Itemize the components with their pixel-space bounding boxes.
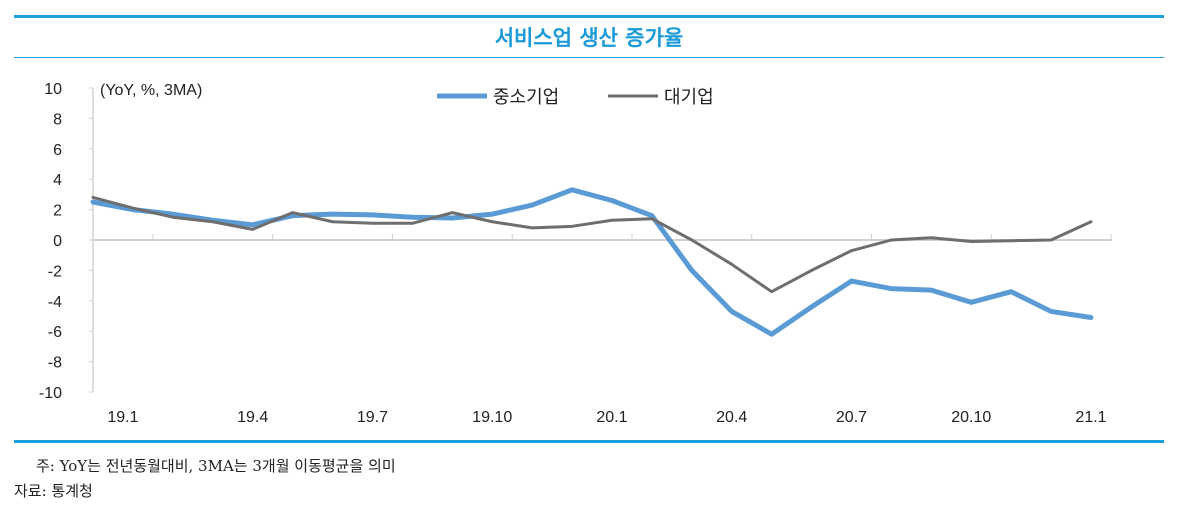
unit-label: (YoY, %, 3MA) xyxy=(100,82,202,99)
y-tick-label: -4 xyxy=(48,294,62,311)
x-tick-label: 19.1 xyxy=(107,409,138,426)
y-tick-label: 4 xyxy=(53,172,62,189)
y-tick-label: -10 xyxy=(39,385,62,402)
y-tick-label: 6 xyxy=(53,142,62,159)
y-tick-label: 10 xyxy=(44,81,62,98)
y-tick-label: 0 xyxy=(53,233,62,250)
y-tick-label: -2 xyxy=(48,263,62,280)
y-tick-label: -6 xyxy=(48,324,62,341)
x-tick-label: 21.1 xyxy=(1075,409,1106,426)
y-tick-label: 8 xyxy=(53,111,62,128)
legend-label: 대기업 xyxy=(664,87,714,108)
x-tick-label: 19.7 xyxy=(357,409,388,426)
series-line-large xyxy=(91,195,1093,294)
top-rule xyxy=(14,15,1164,18)
chart-title: 서비스업 생산 증가율 xyxy=(494,26,684,50)
y-tick-label: 2 xyxy=(53,203,62,220)
title-rule xyxy=(14,57,1164,58)
x-tick-label: 20.1 xyxy=(596,409,627,426)
x-tick-label: 20.7 xyxy=(836,409,867,426)
legend-label: 중소기업 xyxy=(493,87,559,108)
x-tick-label: 19.4 xyxy=(237,409,268,426)
series-line-sme xyxy=(90,187,1094,337)
y-tick-label: -8 xyxy=(48,355,62,372)
x-tick-label: 19.10 xyxy=(472,409,512,426)
source-note: 자료: 통계청 xyxy=(14,482,93,500)
bottom-rule xyxy=(14,440,1164,443)
x-tick-label: 20.4 xyxy=(716,409,747,426)
x-tick-label: 20.10 xyxy=(951,409,991,426)
footnote: 주: YoY는 전년동월대비, 3MA는 3개월 이동평균을 의미 xyxy=(36,457,396,475)
line-chart: 10 8 6 4 2 0 -2 -4 -6 -8 -10 19.1 19.4 19.7 19.10 20.1 2… xyxy=(39,81,1112,426)
